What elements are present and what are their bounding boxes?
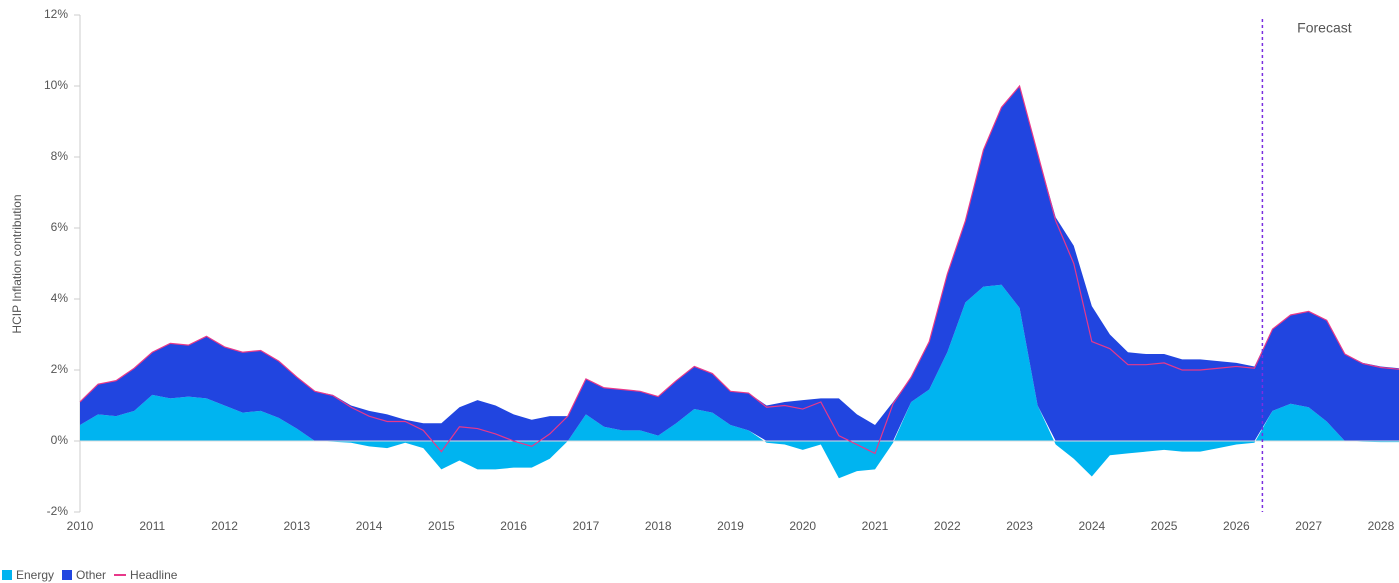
x-tick-label: 2025	[1151, 519, 1178, 533]
x-tick-label: 2019	[717, 519, 744, 533]
legend-item: Headline	[114, 568, 177, 582]
x-tick-label: 2020	[789, 519, 816, 533]
legend: Energy Other Headline	[2, 568, 177, 582]
legend-label: Other	[76, 568, 107, 582]
y-tick-label: 2%	[51, 362, 69, 376]
legend-item: Other	[62, 568, 106, 582]
x-tick-label: 2017	[573, 519, 600, 533]
x-tick-label: 2021	[862, 519, 889, 533]
x-tick-label: 2016	[500, 519, 527, 533]
legend-swatch	[62, 570, 73, 580]
legend-swatch	[114, 574, 127, 576]
x-tick-label: 2013	[283, 519, 310, 533]
legend-item: Energy	[2, 568, 54, 582]
x-tick-label: 2023	[1006, 519, 1033, 533]
area-energy	[80, 284, 1399, 479]
y-tick-label: 12%	[44, 7, 68, 21]
x-tick-label: 2011	[139, 519, 165, 533]
line-headline	[79, 84, 1399, 455]
y-tick-label: 8%	[51, 149, 69, 163]
legend-swatch	[2, 570, 12, 580]
x-tick-label: 2014	[356, 519, 383, 533]
x-tick-label: 2028	[1368, 519, 1395, 533]
y-tick-label: 6%	[51, 220, 69, 234]
area-other	[80, 86, 1399, 441]
legend-label: Energy	[16, 568, 55, 582]
x-tick-label: 2015	[428, 519, 455, 533]
y-tick-label: 4%	[51, 291, 69, 305]
y-tick-label: 0%	[51, 433, 69, 447]
y-tick-label: 10%	[44, 78, 68, 92]
x-tick-label: 2026	[1223, 519, 1250, 533]
y-tick-label: -2%	[47, 504, 69, 518]
y-axis-label: HCIP Inflation contribution	[10, 194, 24, 333]
legend-label: Headline	[130, 568, 178, 582]
x-tick-label: 2022	[934, 519, 961, 533]
chart: HCIP Inflation contribution -2% 0% 2% 4% 6% 8…	[10, 7, 1399, 533]
x-tick-label: 2012	[211, 519, 238, 533]
x-tick-label: 2024	[1078, 519, 1105, 533]
x-tick-label: 2027	[1295, 519, 1322, 533]
x-tick-label: 2010	[67, 519, 94, 533]
forecast-label: Forecast	[1297, 20, 1352, 36]
x-tick-label: 2018	[645, 519, 672, 533]
